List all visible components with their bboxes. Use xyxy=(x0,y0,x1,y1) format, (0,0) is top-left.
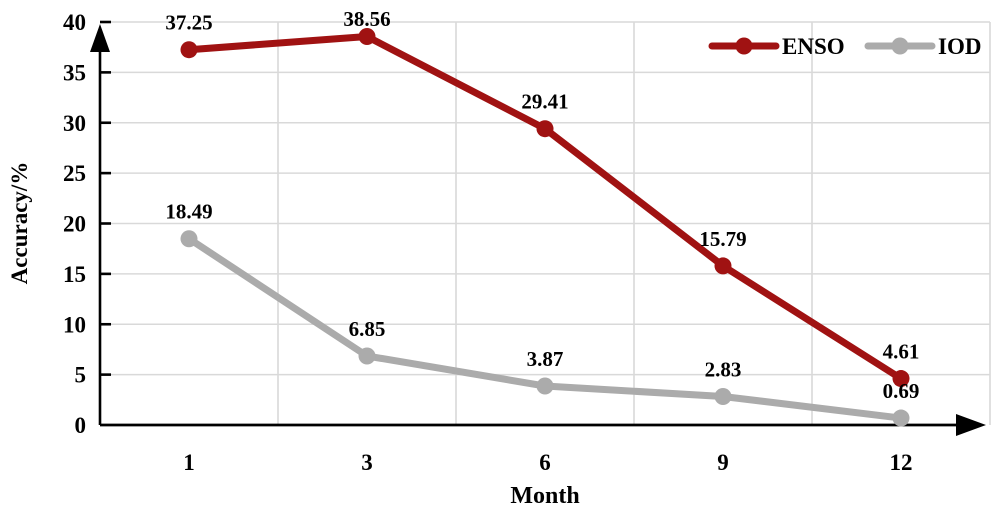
data-label-enso: 37.25 xyxy=(165,11,212,35)
x-axis-title: Month xyxy=(510,483,579,509)
y-tick-label: 25 xyxy=(63,161,86,186)
y-tick-label: 10 xyxy=(63,312,86,337)
x-tick-label: 9 xyxy=(717,450,729,475)
x-tick-label: 6 xyxy=(539,450,551,475)
y-tick-label: 5 xyxy=(75,363,87,388)
data-point-marker-iod xyxy=(358,347,376,365)
data-label-iod: 6.85 xyxy=(349,317,386,341)
data-label-enso: 29.41 xyxy=(521,90,568,114)
data-point-marker-enso xyxy=(180,41,198,59)
data-label-enso: 4.61 xyxy=(883,340,920,364)
data-label-iod: 18.49 xyxy=(165,200,212,224)
x-tick-label: 12 xyxy=(890,450,913,475)
data-point-marker-iod xyxy=(892,409,910,427)
data-label-enso: 38.56 xyxy=(343,7,390,31)
y-axis-arrow-icon xyxy=(90,24,110,52)
legend-label-iod: IOD xyxy=(938,34,981,59)
y-axis-title: Accuracy/% xyxy=(7,162,32,285)
legend-marker-enso xyxy=(735,37,753,55)
data-label-iod: 0.69 xyxy=(883,379,920,403)
series-line-enso xyxy=(185,33,905,383)
data-point-marker-enso xyxy=(358,28,376,46)
data-point-marker-enso xyxy=(714,257,732,275)
y-tick-label: 0 xyxy=(75,413,87,438)
y-tick-label: 15 xyxy=(63,262,86,287)
data-label-iod: 2.83 xyxy=(705,357,742,381)
data-point-marker-iod xyxy=(180,230,198,248)
y-tick-label: 30 xyxy=(63,111,86,136)
legend-marker-iod xyxy=(891,37,909,55)
x-tick-label: 3 xyxy=(361,450,373,475)
x-tick-label: 1 xyxy=(183,450,195,475)
y-tick-label: 20 xyxy=(63,212,86,237)
x-axis-arrow-icon xyxy=(956,414,986,436)
data-point-marker-iod xyxy=(536,377,554,395)
legend-label-enso: ENSO xyxy=(782,34,845,59)
y-tick-label: 40 xyxy=(63,10,86,35)
data-point-marker-iod xyxy=(714,387,732,405)
data-label-iod: 3.87 xyxy=(527,347,564,371)
data-point-marker-enso xyxy=(892,370,910,388)
data-label-enso: 15.79 xyxy=(699,227,746,251)
y-tick-label: 35 xyxy=(63,60,86,85)
data-point-marker-enso xyxy=(536,120,554,138)
